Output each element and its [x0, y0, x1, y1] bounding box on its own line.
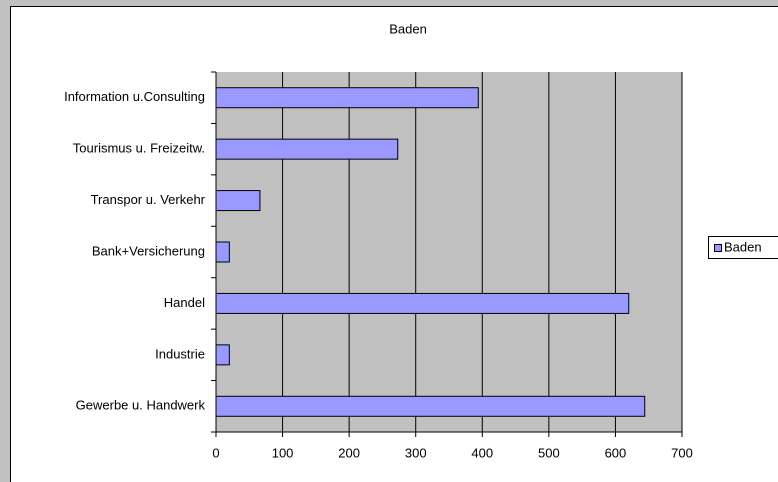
- legend-box: [708, 236, 778, 259]
- y-tick-label: Handel: [164, 295, 205, 310]
- bar: [215, 344, 230, 366]
- legend-swatch: [714, 244, 722, 252]
- plot-area: [216, 72, 682, 432]
- x-tick-label: 600: [605, 445, 627, 460]
- x-tick-label: 200: [338, 445, 360, 460]
- chart-title: Baden: [389, 21, 427, 36]
- x-tick-label: 500: [538, 445, 560, 460]
- x-tick-label: 300: [405, 445, 427, 460]
- bar: [215, 292, 630, 314]
- y-tick-label: Industrie: [155, 346, 205, 361]
- bar: [215, 241, 230, 263]
- y-tick-label: Tourismus u. Freizeitw.: [73, 141, 205, 156]
- bar: [215, 87, 479, 109]
- y-tick-label: Transpor u. Verkehr: [91, 192, 206, 207]
- x-tick-label: 0: [212, 445, 219, 460]
- x-tick-label: 400: [471, 445, 493, 460]
- y-tick-label: Information u.Consulting: [64, 89, 205, 104]
- bar: [215, 395, 646, 417]
- legend-label: Baden: [724, 239, 762, 254]
- x-tick-label: 100: [272, 445, 294, 460]
- y-tick-label: Bank+Versicherung: [92, 243, 205, 258]
- y-tick-label: Gewerbe u. Handwerk: [76, 398, 206, 413]
- x-tick-label: 700: [671, 445, 693, 460]
- bar: [215, 190, 261, 212]
- bar: [215, 138, 399, 160]
